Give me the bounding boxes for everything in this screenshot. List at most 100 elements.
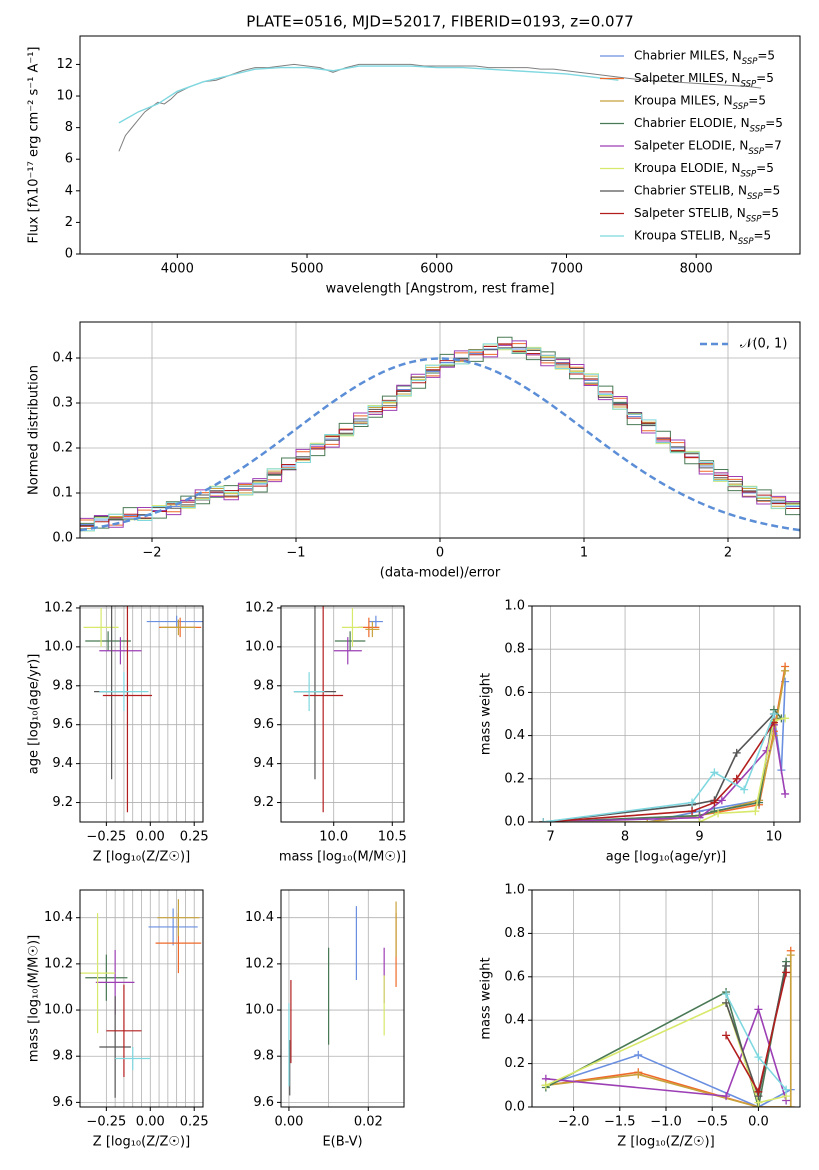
x-axis-label: Z [log₁₀(Z/Z☉)]: [93, 1135, 190, 1150]
y-tick-label: 0.4: [504, 1013, 525, 1028]
data-point-marker: [722, 1092, 731, 1101]
axes-frame: [79, 35, 801, 255]
x-tick-label: 0.25: [180, 830, 209, 845]
series-salpeter-stelib: [539, 718, 778, 822]
series-line: [543, 670, 786, 822]
axes-frame: [79, 889, 204, 1108]
errorbar-salpeter-stelib: [102, 606, 153, 813]
x-tick-label: −0.25: [86, 1115, 126, 1130]
legend-label: Salpeter MILES, NSSP=5: [634, 71, 774, 89]
histogram-step-kroupa-stelib: [80, 343, 800, 532]
y-tick-label: 10: [56, 89, 73, 104]
legend: 𝒩(0, 1): [700, 337, 787, 352]
x-tick-label: 8000: [680, 262, 713, 277]
data-point-marker: [710, 798, 719, 807]
data-point-marker: [717, 796, 726, 805]
series-kroupa-stelib: [539, 710, 778, 822]
series-line: [543, 666, 786, 822]
data-point-marker: [634, 1070, 643, 1079]
x-axis-label: Z [log₁₀(Z/Z☉)]: [617, 1135, 714, 1150]
data-point-marker: [781, 666, 790, 675]
y-tick-label: 0.0: [504, 1100, 525, 1115]
errorbar-kroupa-miles: [157, 899, 200, 937]
x-tick-label: 7000: [550, 262, 583, 277]
x-tick-label: −2.0: [558, 1115, 590, 1130]
data-point-marker: [740, 785, 749, 794]
y-tick-label: 9.6: [253, 717, 274, 732]
x-tick-label: 2: [724, 546, 732, 561]
plot-area: [281, 606, 404, 822]
legend-label: Chabrier STELIB, NSSP=5: [634, 184, 780, 202]
y-tick-label: 0.2: [504, 1056, 525, 1071]
y-tick-label: 9.8: [52, 1049, 73, 1064]
legend-label: Salpeter ELODIE, NSSP=7: [634, 139, 782, 157]
errorbar-salpeter-elodie: [99, 637, 142, 665]
errorbar-kroupa-stelib: [115, 1046, 151, 1071]
y-tick-label: 9.6: [52, 1095, 73, 1110]
panel-mass_weight_vs_Z: −2.0 −1.5 −1.0 −0.5 0.0 0.0 0.2 0.4 0.6 0.8 1.0 Z […: [479, 883, 801, 1150]
y-tick-label: 1.0: [504, 883, 525, 898]
y-tick-label: 9.2: [52, 795, 73, 810]
data-point-marker: [732, 774, 741, 783]
x-tick-label: 0.0: [748, 1115, 769, 1130]
y-tick-label: 0.0: [504, 815, 525, 830]
errorbar-chabrier-miles: [148, 908, 198, 946]
x-tick-label: 0.25: [180, 1115, 209, 1130]
errorbar-chabrier-elodie: [334, 631, 366, 651]
data-point-marker: [688, 807, 697, 816]
x-tick-label: −0.25: [86, 830, 126, 845]
axes-frame: [280, 889, 405, 1108]
normal-curve: [80, 357, 800, 532]
data-point-marker: [754, 1053, 763, 1062]
y-tick-label: 0.3: [52, 396, 73, 411]
y-tick-label: 0.2: [52, 441, 73, 456]
y-tick-label: 4: [65, 183, 73, 198]
legend-label: Salpeter STELIB, NSSP=5: [634, 206, 779, 224]
y-tick-label: 10.0: [44, 639, 73, 654]
errorbar-chabrier-miles: [146, 615, 203, 628]
x-tick-label: 10: [766, 830, 783, 845]
y-tick-label: 10.4: [44, 910, 73, 925]
y-tick-label: 10.2: [44, 956, 73, 971]
y-axis-label: mass [log₁₀(M/M☉)]: [27, 935, 42, 1062]
y-tick-label: 9.6: [253, 1095, 274, 1110]
series-line: [545, 955, 792, 1107]
data-point-marker: [769, 710, 778, 718]
y-tick-label: 0.0: [52, 531, 73, 546]
y-tick-label: 0.1: [52, 486, 73, 501]
legend-label: Kroupa ELODIE, NSSP=5: [634, 161, 774, 179]
y-tick-label: 2: [65, 215, 73, 230]
panel-mass_weight_vs_age: 7 8 9 10 0.0 0.2 0.4 0.6 0.8 1.0 age [log₁₀(age/yr…: [479, 599, 801, 865]
data-point-marker: [634, 1050, 643, 1059]
axes-frame: [280, 605, 405, 823]
x-tick-label: 5000: [290, 262, 323, 277]
series-line-data: [118, 63, 762, 152]
data-point-marker: [786, 1103, 795, 1107]
errorbar-chabrier-miles: [368, 615, 383, 628]
y-axis-label: Flux [fλ10⁻¹⁷ erg cm⁻² s⁻¹ A⁻¹]: [27, 47, 42, 244]
data-point-marker: [722, 998, 731, 1007]
errorbar-kroupa-stelib: [99, 672, 149, 712]
x-tick-label: −2: [142, 546, 161, 561]
x-tick-label: 0.00: [274, 1115, 303, 1130]
y-tick-label: 10.2: [44, 600, 73, 615]
x-tick-label: 6000: [420, 262, 453, 277]
y-tick-label: 9.8: [52, 678, 73, 693]
x-tick-label: −0.5: [696, 1115, 728, 1130]
data-point-marker: [539, 818, 548, 822]
series-line: [545, 1001, 787, 1104]
x-axis-label: E(B-V): [322, 1135, 362, 1150]
data-point-marker: [781, 714, 790, 723]
panel-residuals: −2 −1 0 1 2 0.0 0.1 0.2 0.3 0.4 (data-model)/error…: [27, 321, 801, 581]
panel-mass_vs_ebv: 0.00 0.02 9.6 9.8 10.0 10.2 10.4 E(B-V): [245, 889, 405, 1150]
series-kroupa-miles: [539, 666, 790, 822]
legend-label: 𝒩(0, 1): [740, 337, 787, 352]
histogram-step-salpeter-elodie: [80, 340, 800, 528]
data-point-marker: [541, 1081, 550, 1090]
chart-title: PLATE=0516, MJD=52017, FIBERID=0193, z=0…: [246, 13, 633, 31]
y-tick-label: 0: [65, 247, 73, 262]
errorbar-salpeter-stelib: [303, 606, 344, 813]
x-tick-label: 9: [695, 830, 703, 845]
data-point-marker: [722, 990, 731, 999]
y-tick-label: 6: [65, 152, 73, 167]
